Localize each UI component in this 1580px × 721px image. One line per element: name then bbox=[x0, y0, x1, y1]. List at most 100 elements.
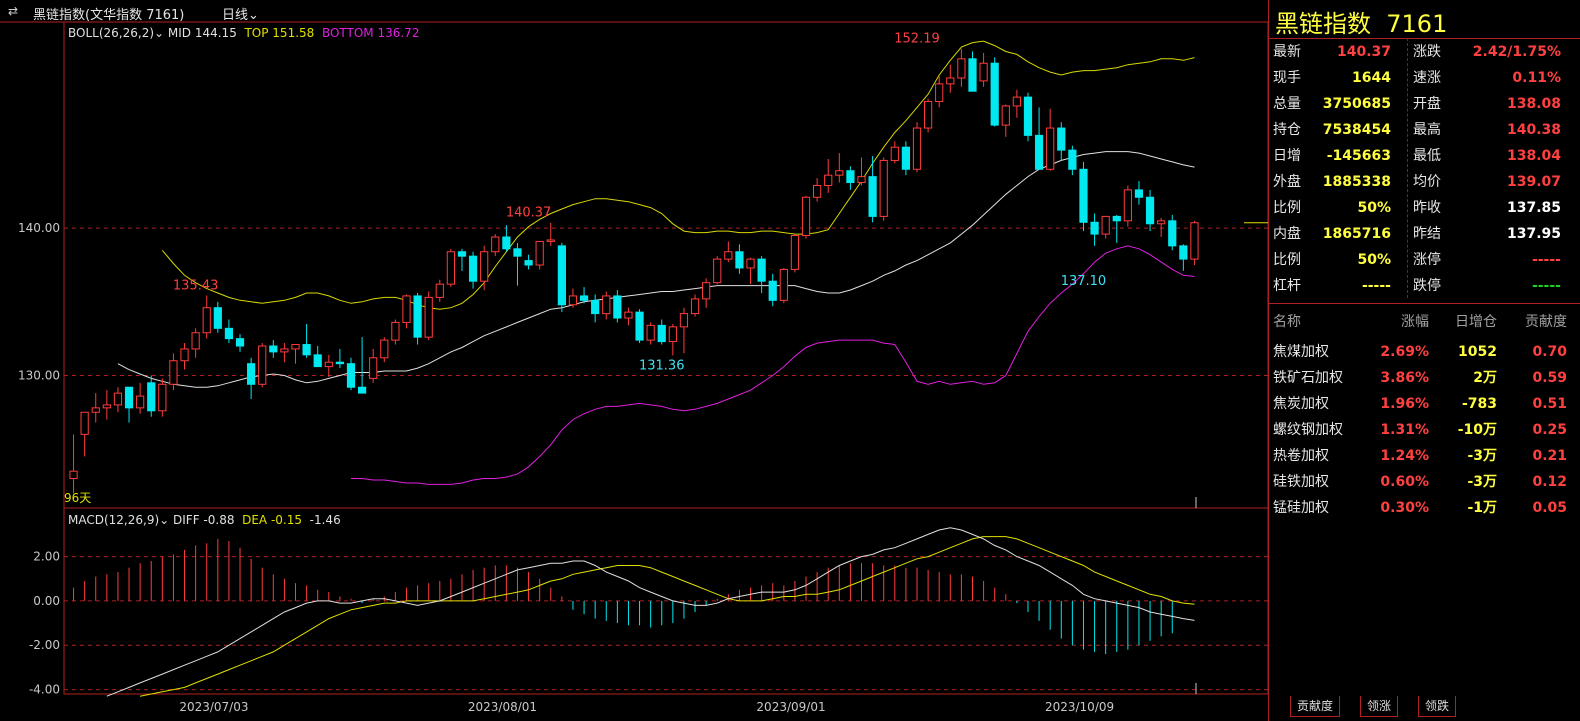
candle-body bbox=[1157, 220, 1166, 225]
quote-label: 涨停 bbox=[1413, 252, 1441, 268]
candle-body bbox=[1001, 105, 1010, 126]
quote-value: 1865716 bbox=[1322, 226, 1391, 242]
candle-body bbox=[779, 268, 788, 301]
main-pane-frame bbox=[63, 21, 1268, 509]
candle-body bbox=[1101, 215, 1110, 235]
candle-body bbox=[923, 101, 933, 129]
table-header[interactable]: 日增仓 bbox=[1455, 314, 1497, 330]
candle-body bbox=[202, 307, 211, 334]
period-select[interactable]: 日线⌄ bbox=[222, 4, 259, 23]
quote-label: 总量 bbox=[1273, 96, 1301, 112]
y-tick-label: 140.00 bbox=[18, 221, 60, 235]
candle-body bbox=[213, 307, 222, 329]
quote-value: 139.07 bbox=[1506, 174, 1561, 190]
candle-body bbox=[657, 324, 666, 343]
component-name[interactable]: 螺纹钢加权 bbox=[1273, 422, 1343, 438]
boll-bottom-line bbox=[351, 245, 1195, 485]
component-name[interactable]: 铁矿石加权 bbox=[1273, 370, 1343, 386]
component-contribution: 0.12 bbox=[1532, 474, 1567, 490]
quote-label: 比例 bbox=[1273, 200, 1301, 216]
tab-leading-up[interactable]: 领涨 bbox=[1360, 696, 1399, 717]
candle-body bbox=[735, 251, 744, 269]
quote-value: ----- bbox=[1531, 252, 1561, 268]
candle-body bbox=[679, 313, 689, 328]
candle-body bbox=[591, 299, 600, 315]
component-oi-change: -1万 bbox=[1467, 500, 1497, 516]
days-label: 96天 bbox=[64, 491, 92, 505]
macd-diff: DIFF -0.88 bbox=[173, 513, 235, 527]
candle-body bbox=[1179, 245, 1188, 260]
candle-body bbox=[535, 240, 544, 266]
candle-body bbox=[602, 295, 611, 315]
component-change: 0.30% bbox=[1380, 500, 1429, 516]
candle-body bbox=[124, 386, 134, 409]
candle-body bbox=[457, 251, 467, 257]
component-contribution: 0.25 bbox=[1532, 422, 1567, 438]
candle-body bbox=[835, 170, 844, 176]
candle-body bbox=[302, 344, 311, 356]
flip-arrows-icon[interactable]: ⇄ bbox=[8, 4, 19, 18]
candle-body bbox=[357, 386, 367, 394]
quote-value: 138.04 bbox=[1506, 148, 1561, 164]
boll-legend: BOLL(26,26,2)⌄ MID 144.15 TOP 151.58 BOT… bbox=[68, 26, 419, 40]
candle-body bbox=[568, 295, 578, 306]
candle-body bbox=[258, 345, 267, 385]
quote-value: 1644 bbox=[1352, 70, 1391, 86]
candle-body bbox=[169, 360, 178, 385]
boll-top-line bbox=[161, 40, 1195, 310]
candle-body bbox=[413, 295, 422, 338]
kline-chart[interactable]: 140.00 130.00 2.00 0.00 -2.00 -4.00 2023/07/03… bbox=[0, 0, 1268, 721]
macd-value: -1.46 bbox=[309, 513, 341, 527]
quote-value: 0.11% bbox=[1512, 70, 1561, 86]
quote-value: 3750685 bbox=[1322, 96, 1391, 112]
candle-body bbox=[446, 251, 455, 285]
candle-body bbox=[1023, 96, 1033, 136]
candle-body bbox=[324, 361, 333, 368]
quote-label: 速涨 bbox=[1413, 70, 1441, 86]
candle-body bbox=[668, 326, 677, 343]
candle-body bbox=[879, 159, 888, 217]
candle-body bbox=[579, 295, 589, 301]
table-header[interactable]: 贡献度 bbox=[1525, 314, 1567, 330]
candle-body bbox=[1034, 134, 1044, 170]
component-contribution: 0.70 bbox=[1532, 344, 1567, 360]
y-tick-label: 2.00 bbox=[33, 550, 60, 564]
candle-body bbox=[702, 282, 711, 300]
chevron-down-icon: ⌄ bbox=[154, 26, 168, 40]
quote-value: 2.42/1.75% bbox=[1472, 44, 1561, 60]
table-header[interactable]: 名称 bbox=[1273, 314, 1301, 330]
macd-params[interactable]: MACD(12,26,9) bbox=[68, 513, 160, 527]
component-name[interactable]: 锰硅加权 bbox=[1273, 500, 1329, 516]
quote-value: 50% bbox=[1357, 252, 1391, 268]
component-name[interactable]: 热卷加权 bbox=[1273, 448, 1329, 464]
quote-label: 日增 bbox=[1273, 148, 1301, 164]
component-oi-change: -3万 bbox=[1467, 448, 1497, 464]
quote-label: 比例 bbox=[1273, 252, 1301, 268]
quote-panel: 黑链指数 7161 最新 140.37 现手 1644 总量 3750685 持仓 75384… bbox=[1268, 0, 1580, 721]
candle-body bbox=[868, 176, 877, 217]
quote-label: 最新 bbox=[1273, 44, 1301, 60]
quote-label: 均价 bbox=[1413, 174, 1441, 190]
component-name[interactable]: 焦煤加权 bbox=[1273, 344, 1329, 360]
candle-body bbox=[979, 62, 988, 82]
component-name[interactable]: 硅铁加权 bbox=[1273, 474, 1329, 490]
candle-body bbox=[269, 345, 278, 353]
tab-contribution[interactable]: 贡献度 bbox=[1290, 696, 1341, 717]
table-header[interactable]: 涨幅 bbox=[1401, 314, 1429, 330]
boll-params[interactable]: BOLL(26,26,2) bbox=[68, 26, 155, 40]
quote-label: 最低 bbox=[1413, 148, 1441, 164]
quote-title: 黑链指数 7161 bbox=[1275, 4, 1447, 39]
tab-leading-down[interactable]: 领跌 bbox=[1418, 696, 1457, 717]
candle-body bbox=[480, 251, 489, 282]
candle-body bbox=[935, 83, 944, 103]
macd-diff-line bbox=[106, 527, 1195, 697]
chart-header: ⇄ 黑链指数(文华指数 7161) 日线⌄ bbox=[0, 0, 1268, 24]
candle-body bbox=[635, 311, 644, 341]
component-name[interactable]: 焦炭加权 bbox=[1273, 396, 1329, 412]
candle-body bbox=[313, 354, 322, 368]
candle-body bbox=[757, 258, 766, 282]
x-tick-label: 2023/07/03 bbox=[179, 700, 248, 714]
candle-body bbox=[224, 327, 234, 340]
boll-mid: MID 144.15 bbox=[167, 26, 237, 40]
candle-body bbox=[624, 311, 633, 319]
